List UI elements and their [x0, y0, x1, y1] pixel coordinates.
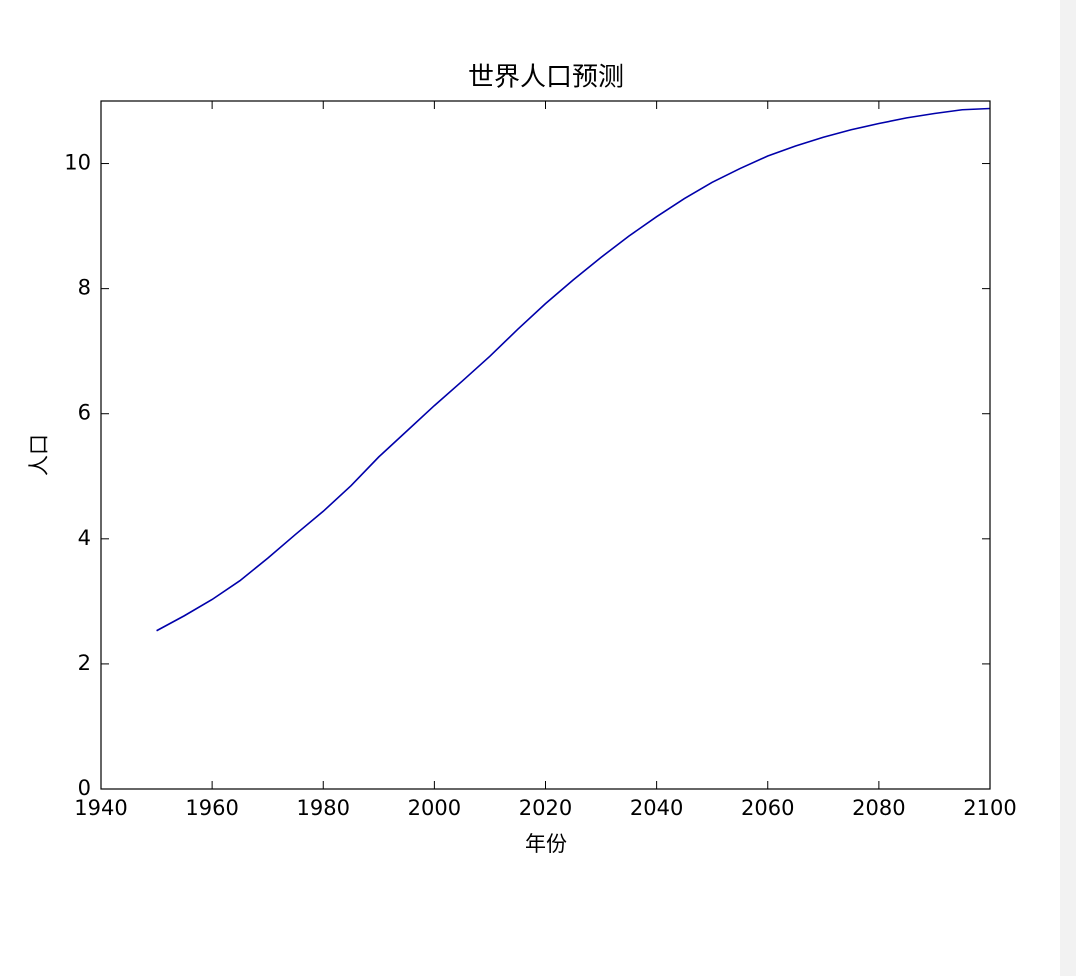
y-tick-label: 4: [78, 526, 91, 550]
plot-frame: [100, 100, 991, 790]
y-tick-label: 8: [78, 276, 91, 300]
side-strip: [1060, 0, 1076, 976]
x-axis-label: 年份: [525, 832, 567, 856]
x-tick-label: 2080: [852, 796, 905, 820]
x-tick-label: 2060: [741, 796, 794, 820]
y-axis-label: 人口: [27, 434, 51, 476]
y-tick-label: 6: [78, 401, 91, 425]
x-tick-label: 1980: [297, 796, 350, 820]
x-tick-label: 2040: [630, 796, 683, 820]
x-tick-label: 2100: [963, 796, 1016, 820]
x-tick-label: 2020: [519, 796, 572, 820]
x-tick-label: 2000: [408, 796, 461, 820]
y-tick-label: 0: [78, 776, 91, 800]
y-tick-label: 2: [78, 651, 91, 675]
line-series: [156, 107, 991, 632]
x-tick-label: 1940: [74, 796, 127, 820]
chart-title: 世界人口预测: [468, 63, 624, 93]
x-tick-label: 1960: [185, 796, 238, 820]
y-tick-label: 10: [64, 151, 91, 175]
